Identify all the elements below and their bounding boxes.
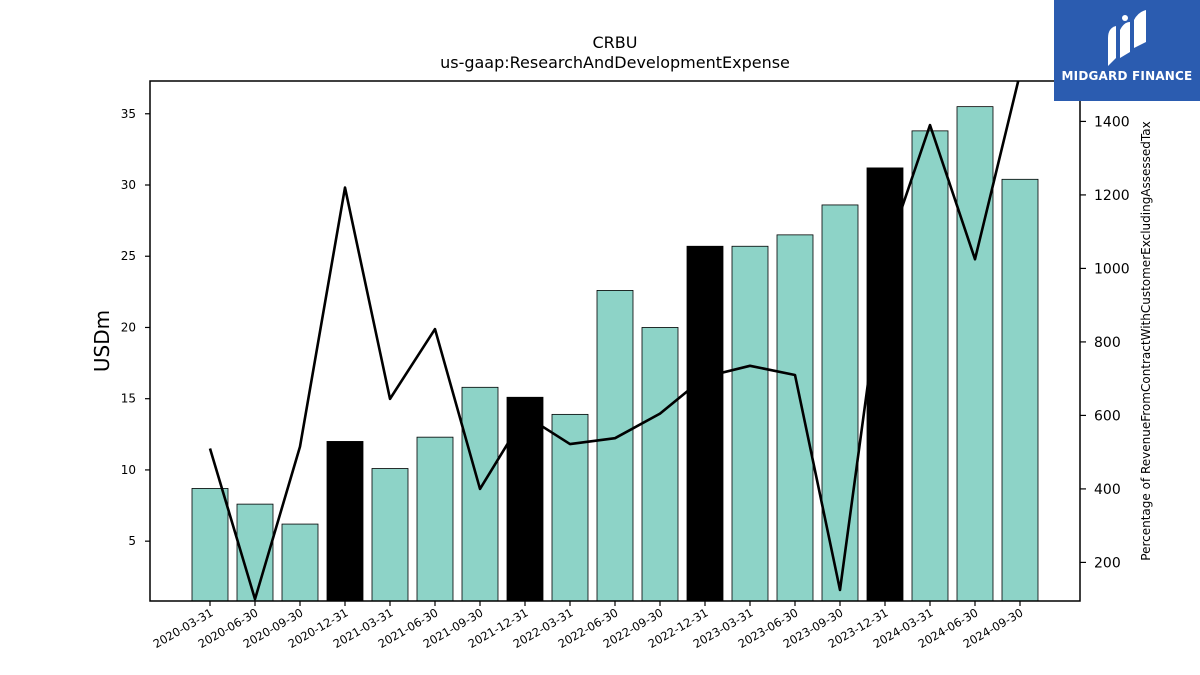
y2-tick-label: 1400 [1094, 114, 1130, 130]
bar-2021-09-30 [461, 386, 499, 602]
y-tick-label: 25 [121, 249, 136, 263]
bar-2023-03-31 [731, 245, 769, 602]
y2-tick-label: 400 [1094, 482, 1121, 498]
y-tick-label: 10 [121, 463, 136, 477]
logo-mark-icon [1108, 10, 1146, 66]
y-tick-label: 35 [121, 107, 136, 121]
y-axis-label: USDm [90, 310, 114, 372]
bar-2020-03-31 [191, 488, 229, 602]
bar-2023-09-30 [821, 204, 859, 602]
midgard-finance-logo: MIDGARD FINANCE [1054, 0, 1200, 101]
bar-2020-12-31 [326, 441, 364, 602]
bar-2021-12-31 [506, 396, 544, 602]
line-series-layer [208, 81, 1020, 601]
bar-2024-09-30 [1001, 178, 1039, 602]
line-series [208, 81, 1020, 601]
y-axis-left: 5 10 15 20 25 30 35 [121, 107, 150, 548]
bar-2020-06-30 [236, 503, 274, 602]
y-tick-label: 30 [121, 178, 136, 192]
bar-2024-06-30 [956, 106, 994, 602]
y2-tick-label: 200 [1094, 555, 1121, 571]
bar-2022-12-31 [686, 245, 724, 602]
y2-tick-label: 1200 [1094, 188, 1130, 204]
y2-tick-label: 800 [1094, 335, 1121, 351]
bar-2022-06-30 [596, 290, 634, 602]
y2-axis-label: Percentage of RevenueFromContractWithCus… [1139, 121, 1153, 560]
chart-subtitle: us-gaap:ResearchAndDevelopmentExpense [440, 53, 790, 72]
bar-series [191, 106, 1039, 602]
chart-title: CRBU [593, 33, 638, 52]
y-tick-label: 15 [121, 392, 136, 406]
y2-tick-label: 1000 [1094, 261, 1130, 277]
bar-2021-06-30 [416, 436, 454, 602]
y2-tick-label: 600 [1094, 408, 1121, 424]
y-tick-label: 5 [128, 534, 136, 548]
y-tick-label: 20 [121, 320, 136, 334]
y-axis-right: 200 400 600 800 1000 1200 1400 [1080, 114, 1130, 571]
logo-text: MIDGARD FINANCE [1061, 69, 1193, 83]
x-axis: 2020-03-312020-06-302020-09-302020-12-31… [151, 601, 1026, 651]
bar-2023-06-30 [776, 234, 814, 602]
bar-2024-03-31 [911, 130, 949, 602]
bar-2021-03-31 [371, 468, 409, 602]
bar-2020-09-30 [281, 523, 319, 602]
bar-2023-12-31 [866, 167, 904, 602]
bar-2022-09-30 [641, 327, 679, 602]
